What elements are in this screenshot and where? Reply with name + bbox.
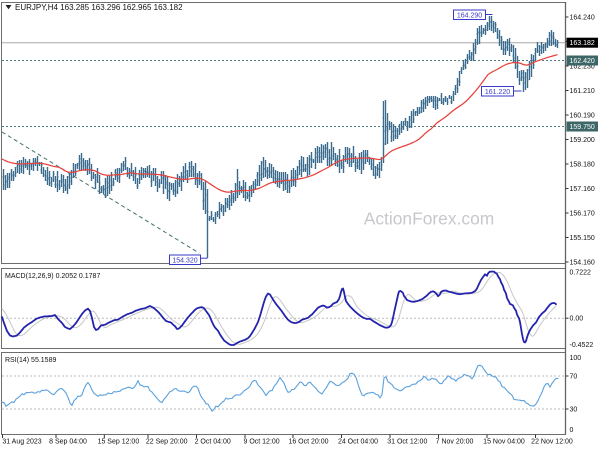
svg-text:31 Oct 12:00: 31 Oct 12:00 <box>387 439 427 446</box>
svg-text:30: 30 <box>570 407 578 414</box>
svg-text:163.182: 163.182 <box>570 40 595 47</box>
svg-text:-0.4522: -0.4522 <box>570 342 594 349</box>
svg-text:9 Oct 12:00: 9 Oct 12:00 <box>243 439 279 446</box>
svg-text:22 Sep 20:00: 22 Sep 20:00 <box>146 439 188 446</box>
svg-text:161.220: 161.220 <box>485 89 510 96</box>
svg-text:156.170: 156.170 <box>570 211 595 218</box>
svg-text:8 Sep 04:00: 8 Sep 04:00 <box>49 439 87 446</box>
svg-text:70: 70 <box>570 374 578 381</box>
svg-text:0.00: 0.00 <box>570 316 584 323</box>
svg-text:161.210: 161.210 <box>570 88 595 95</box>
svg-text:22 Nov 12:00: 22 Nov 12:00 <box>531 439 573 446</box>
svg-text:31 Aug 2023: 31 Aug 2023 <box>2 439 41 446</box>
svg-text:160.190: 160.190 <box>570 113 595 120</box>
svg-text:100: 100 <box>570 355 582 362</box>
svg-text:0.7222: 0.7222 <box>570 270 592 277</box>
svg-text:EURJPY,H4 163.285 163.296 162: EURJPY,H4 163.285 163.296 162.965 163.18… <box>15 3 183 12</box>
svg-text:ActionForex.com: ActionForex.com <box>364 209 494 229</box>
svg-text:16 Oct 20:00: 16 Oct 20:00 <box>288 439 328 446</box>
svg-text:154.160: 154.160 <box>570 260 595 267</box>
svg-text:158.180: 158.180 <box>570 162 595 169</box>
svg-text:155.150: 155.150 <box>570 235 595 242</box>
svg-text:162.420: 162.420 <box>570 58 595 65</box>
svg-text:24 Oct 04:00: 24 Oct 04:00 <box>338 439 378 446</box>
svg-text:164.240: 164.240 <box>570 15 595 22</box>
svg-text:15 Nov 04:00: 15 Nov 04:00 <box>483 439 525 446</box>
svg-text:2 Oct 04:00: 2 Oct 04:00 <box>195 439 231 446</box>
svg-text:7 Nov 20:00: 7 Nov 20:00 <box>436 439 474 446</box>
svg-text:162.230: 162.230 <box>570 64 595 71</box>
svg-text:15 Sep 12:00: 15 Sep 12:00 <box>98 439 140 446</box>
svg-text:159.200: 159.200 <box>570 137 595 144</box>
svg-text:MACD(12,26,9) 0.2052 0.1787: MACD(12,26,9) 0.2052 0.1787 <box>5 273 100 280</box>
svg-text:157.160: 157.160 <box>570 186 595 193</box>
svg-text:RSI(14) 55.1589: RSI(14) 55.1589 <box>5 357 56 364</box>
svg-text:164.290: 164.290 <box>457 13 482 20</box>
svg-text:0: 0 <box>570 427 574 434</box>
svg-text:159.750: 159.750 <box>570 124 595 131</box>
svg-text:154.320: 154.320 <box>172 258 197 265</box>
